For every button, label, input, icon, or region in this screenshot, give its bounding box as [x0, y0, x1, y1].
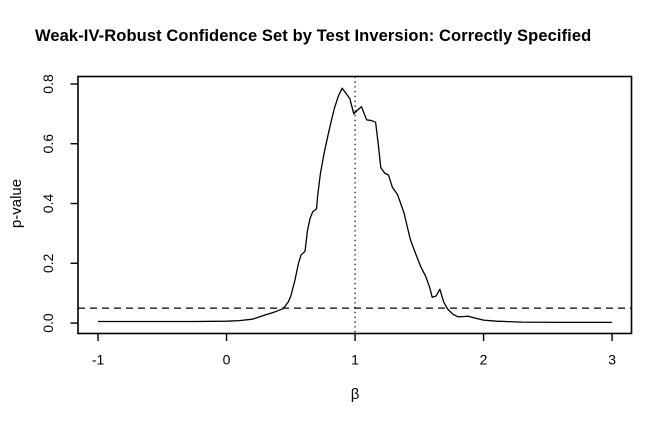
- x-axis-tick-label: 0: [223, 352, 231, 368]
- y-axis-tick-label: 0.0: [40, 313, 56, 333]
- y-axis-tick-label: 0.6: [40, 134, 56, 154]
- y-axis-tick-label: 0.4: [40, 194, 56, 214]
- x-axis-tick-label: 3: [608, 352, 616, 368]
- y-axis-label: p-value: [8, 179, 25, 228]
- y-axis-tick-label: 0.2: [40, 253, 56, 273]
- chart-title: Weak-IV-Robust Confidence Set by Test In…: [35, 27, 592, 45]
- x-axis-tick-label: -1: [92, 352, 105, 368]
- p-value-curve: [98, 87, 613, 324]
- x-axis-tick-label: 1: [351, 352, 359, 368]
- x-axis-tick-label: 2: [480, 352, 488, 368]
- y-axis-tick-label: 0.8: [40, 74, 56, 94]
- x-axis-label: β: [351, 386, 360, 403]
